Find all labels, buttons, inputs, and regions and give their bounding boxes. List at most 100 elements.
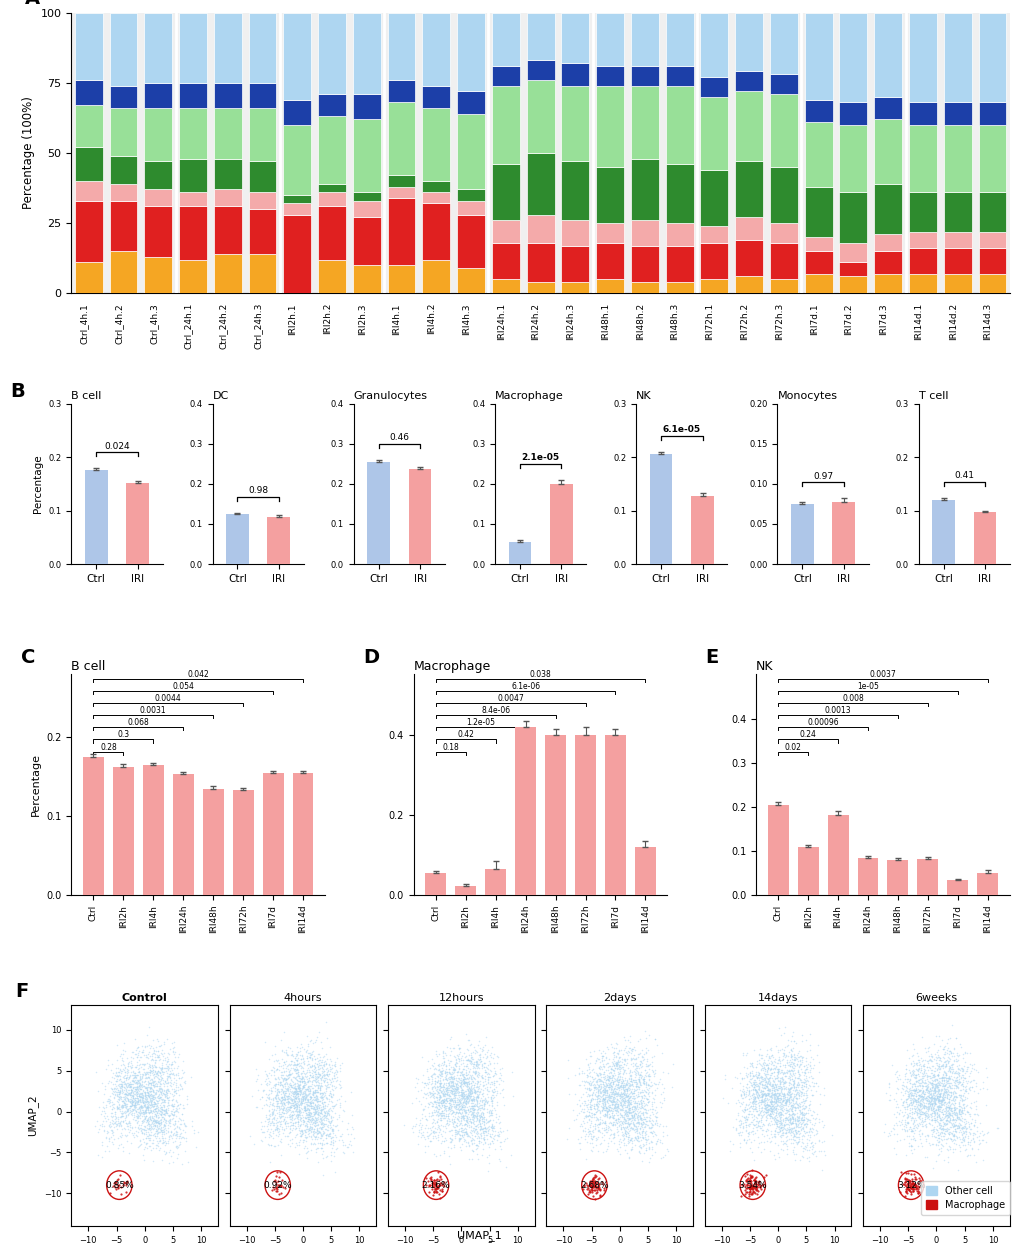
Point (742, 1177, 758, 1197)
Point (914, 1056, 930, 1076)
Point (143, 1075, 159, 1095)
Point (442, 1090, 459, 1110)
Point (474, 1105, 490, 1125)
Point (783, 1092, 799, 1112)
Point (470, 1126, 486, 1146)
Point (281, 1090, 298, 1110)
Point (951, 1113, 967, 1133)
Point (936, 1042, 953, 1062)
Point (299, 1092, 315, 1112)
Point (905, 1080, 921, 1100)
Point (474, 1107, 490, 1127)
Point (628, 1101, 644, 1121)
Point (172, 1118, 189, 1138)
Point (470, 1055, 486, 1075)
Point (458, 1115, 474, 1135)
Point (623, 1080, 639, 1100)
Point (326, 1095, 342, 1115)
Point (931, 1086, 948, 1106)
Point (463, 1090, 479, 1110)
Point (259, 1112, 275, 1132)
Point (127, 1091, 144, 1111)
Point (135, 1086, 151, 1106)
Point (106, 1075, 122, 1095)
Point (137, 1107, 153, 1127)
Point (784, 1101, 800, 1121)
Point (299, 1060, 315, 1080)
Point (741, 1071, 757, 1091)
Point (805, 1125, 821, 1145)
Point (131, 1063, 148, 1083)
Point (790, 1056, 806, 1076)
Point (784, 1107, 800, 1127)
Point (637, 1038, 653, 1058)
Point (489, 1125, 505, 1145)
Point (947, 1097, 963, 1117)
Point (475, 1128, 491, 1148)
Point (172, 1076, 189, 1096)
Point (741, 1063, 757, 1083)
Point (770, 1116, 787, 1136)
Point (474, 1102, 490, 1122)
Point (771, 1102, 788, 1122)
Point (902, 1140, 918, 1160)
Point (431, 1075, 447, 1095)
Point (578, 1067, 594, 1087)
Point (925, 1117, 942, 1137)
Point (442, 1097, 459, 1117)
Point (430, 1095, 446, 1115)
Point (131, 1098, 148, 1118)
Point (783, 1107, 799, 1127)
Point (279, 1068, 296, 1088)
Point (143, 1083, 159, 1103)
Point (496, 1128, 513, 1148)
Point (167, 1136, 183, 1156)
Point (126, 1067, 143, 1087)
Point (488, 1130, 504, 1150)
Point (914, 1116, 930, 1136)
Point (916, 1110, 932, 1130)
Point (906, 1138, 922, 1158)
Point (117, 1097, 133, 1117)
Point (941, 1122, 957, 1142)
Point (150, 1061, 166, 1081)
Point (464, 1091, 480, 1111)
Point (589, 1141, 605, 1161)
Point (289, 1093, 306, 1113)
Point (313, 1113, 329, 1133)
Point (263, 1113, 279, 1133)
Point (480, 1072, 496, 1092)
Point (777, 1138, 794, 1158)
Point (269, 1083, 285, 1103)
Bar (318, 94, 345, 116)
Point (766, 1083, 783, 1103)
Point (593, 1118, 609, 1138)
Point (298, 1087, 314, 1107)
Point (101, 1071, 117, 1091)
Point (453, 1135, 470, 1155)
Point (144, 1090, 160, 1110)
Point (926, 1078, 943, 1098)
Point (776, 1057, 793, 1077)
Point (634, 1068, 650, 1088)
Point (929, 1105, 946, 1125)
Point (445, 1060, 462, 1080)
Point (768, 1116, 785, 1136)
Point (942, 1110, 958, 1130)
Point (275, 1071, 291, 1091)
Point (289, 1078, 306, 1098)
Point (795, 1077, 811, 1097)
Point (900, 1048, 916, 1068)
Point (117, 1093, 133, 1113)
Point (770, 1076, 787, 1096)
Point (911, 1091, 927, 1111)
Point (266, 1081, 282, 1101)
Point (276, 1062, 292, 1082)
Point (431, 1087, 447, 1107)
Point (752, 1098, 768, 1118)
Point (301, 1100, 317, 1120)
Point (308, 1098, 324, 1118)
Point (775, 1043, 792, 1063)
Point (165, 1116, 181, 1136)
Point (636, 1116, 652, 1136)
